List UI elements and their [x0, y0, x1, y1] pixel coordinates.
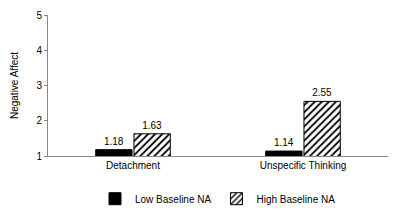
- svg-text:Low Baseline NA: Low Baseline NA: [135, 194, 211, 205]
- svg-text:High Baseline NA: High Baseline NA: [256, 194, 335, 205]
- svg-text:1: 1: [36, 151, 42, 162]
- svg-text:Detachment: Detachment: [106, 160, 160, 171]
- svg-text:Unspecific Thinking: Unspecific Thinking: [260, 160, 347, 171]
- svg-text:5: 5: [36, 10, 42, 21]
- svg-text:1.14: 1.14: [274, 137, 294, 148]
- svg-text:2: 2: [36, 115, 42, 126]
- svg-text:3: 3: [36, 80, 42, 91]
- svg-text:2.55: 2.55: [312, 87, 332, 98]
- svg-text:1.63: 1.63: [142, 120, 162, 131]
- svg-text:Negative Affect: Negative Affect: [9, 52, 20, 119]
- svg-text:4: 4: [36, 45, 42, 56]
- svg-text:1.18: 1.18: [104, 136, 124, 147]
